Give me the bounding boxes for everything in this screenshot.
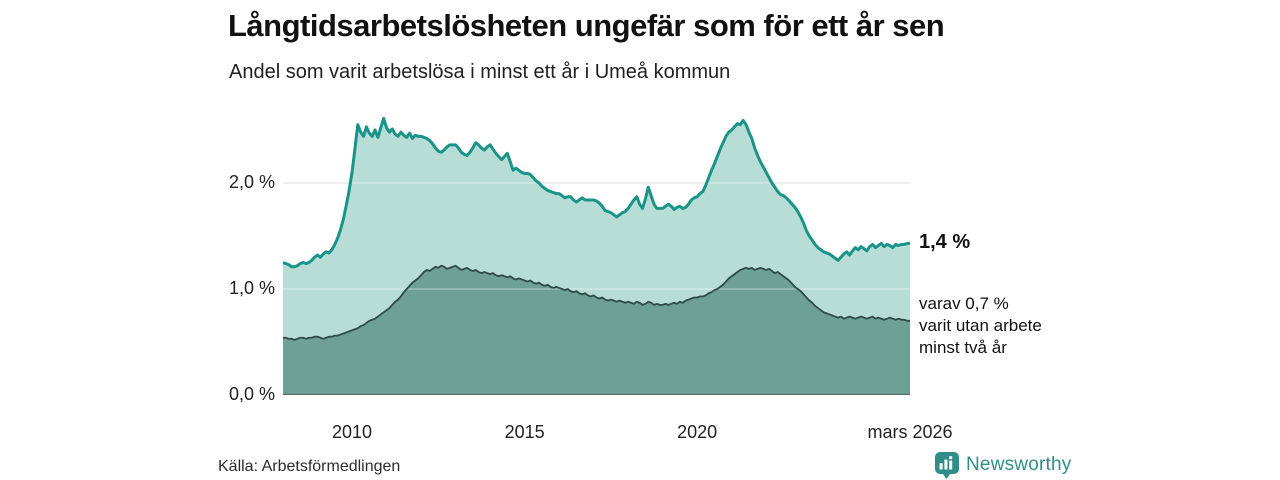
page-title: Långtidsarbetslösheten ungefär som för e… (228, 8, 945, 43)
two-year-annotation-line-2: varit utan arbete (919, 316, 1042, 335)
two-year-annotation: varav 0,7 % varit utan arbete minst två … (919, 293, 1042, 359)
y-axis-label-1: 1,0 % (228, 277, 275, 298)
two-year-annotation-line-1: varav 0,7 % (919, 294, 1009, 313)
newsworthy-bars-icon (935, 451, 959, 479)
x-axis-label-2010: 2010 (331, 422, 373, 442)
y-axis-label-0: 0,0 % (228, 384, 275, 404)
source-note: Källa: Arbetsförmedlingen (218, 458, 401, 475)
newsworthy-wordmark: Newsworthy (966, 454, 1072, 475)
two-year-annotation-line-3: minst två år (919, 338, 1007, 357)
y-axis-label-2: 2,0 % (228, 171, 275, 192)
area-chart-plot (283, 116, 910, 395)
x-axis-label-2015: 2015 (504, 422, 545, 442)
x-axis-label-mars-2026: mars 2026 (867, 422, 953, 442)
x-axis-label-2020: 2020 (677, 422, 718, 442)
page-subtitle: Andel som varit arbetslösa i minst ett å… (229, 61, 731, 83)
last-value-annotation: 1,4 % (919, 231, 971, 253)
newsworthy-logo: Newsworthy (935, 451, 1071, 479)
